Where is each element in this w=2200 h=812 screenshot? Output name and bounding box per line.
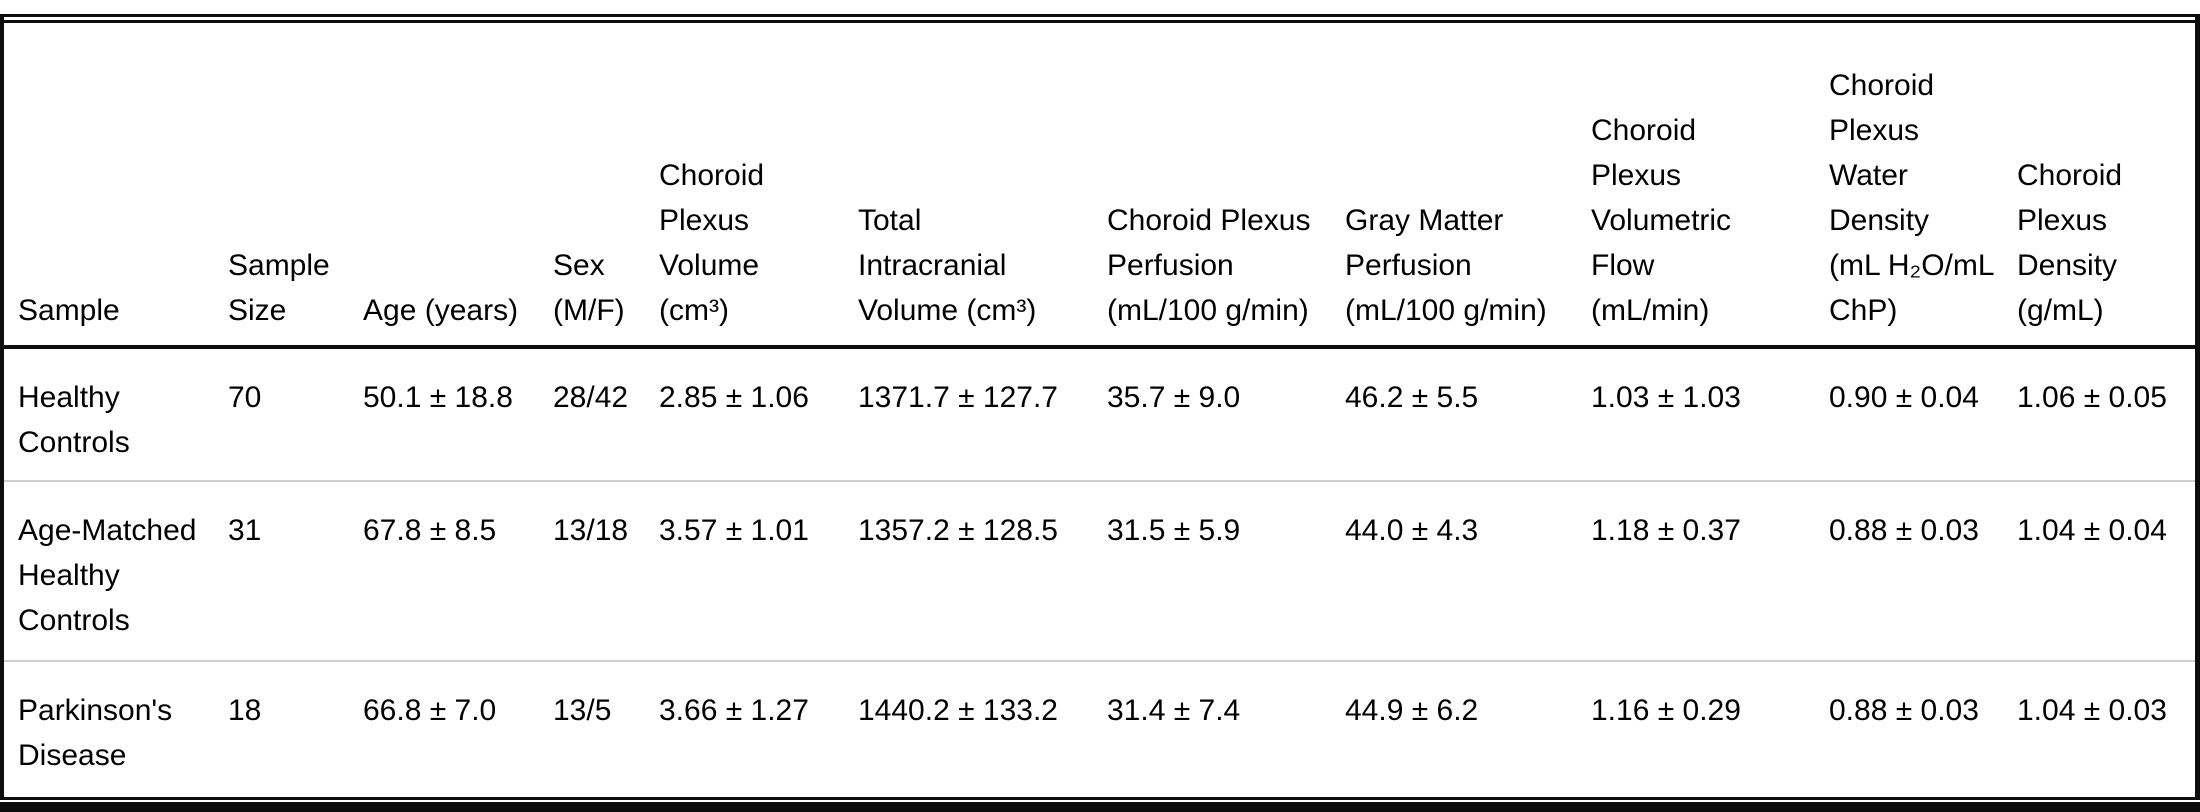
cell-choroid-plexus-density: 1.06 ± 0.05 (2017, 347, 2195, 482)
cell-total-intracranial-volume: 1371.7 ± 127.7 (858, 347, 1107, 482)
table-left-border (0, 14, 4, 800)
cell-choroid-plexus-volumetric-flow: 1.18 ± 0.37 (1591, 481, 1829, 662)
cell-age: 66.8 ± 7.0 (363, 694, 497, 727)
cell-gray-matter-perfusion: 44.9 ± 6.2 (1345, 694, 1479, 727)
cell-sex: 13/18 (553, 481, 659, 662)
cell-sex: 28/42 (553, 347, 659, 482)
table-top-border-outer (0, 14, 2200, 17)
column-header-choroid-plexus-density: Choroid Plexus Density (g/mL) (2017, 23, 2195, 349)
column-header-choroid-plexus-water-density: Choroid Plexus Water Density (mL H₂O/mL … (1829, 23, 2017, 349)
cell-total-intracranial-volume: 1357.2 ± 128.5 (858, 481, 1107, 662)
cell-sample: Healthy Controls (4, 347, 228, 482)
column-header-age: Age (years) (363, 23, 553, 349)
cell-sample-size: 70 (228, 347, 363, 482)
cell-sample-size: 31 (228, 481, 363, 662)
cell-age: 67.8 ± 8.5 (363, 481, 553, 662)
table-bottom-border-outer (0, 802, 2200, 812)
table-right-border (2195, 14, 2200, 800)
cell-choroid-plexus-density: 1.04 ± 0.03 (2017, 694, 2167, 727)
column-header-choroid-plexus-volumetric-flow: Choroid Plexus Volumetric Flow (mL/min) (1591, 23, 1829, 349)
table-row-age-matched-healthy-controls: Age-Matched Healthy Controls 31 67.8 ± 8… (4, 481, 2195, 662)
table-row-parkinsons-disease: Parkinson's Disease 18 66.8 ± 7.0 13/5 3… (4, 661, 2195, 797)
cell-choroid-plexus-volume: 3.66 ± 1.27 (659, 694, 809, 727)
sample-demographics-table: Sample Sample Size Age (years) Sex (M/F)… (4, 23, 2195, 797)
cell-choroid-plexus-perfusion: 31.5 ± 5.9 (1107, 481, 1345, 662)
cell-choroid-plexus-perfusion: 31.4 ± 7.4 (1107, 694, 1241, 727)
cell-gray-matter-perfusion: 46.2 ± 5.5 (1345, 347, 1591, 482)
column-header-choroid-plexus-volume: Choroid Plexus Volume (cm³) (659, 23, 858, 349)
cell-choroid-plexus-water-density: 0.90 ± 0.04 (1829, 347, 2017, 482)
cell-choroid-plexus-perfusion: 35.7 ± 9.0 (1107, 347, 1345, 482)
table-area: Sample Sample Size Age (years) Sex (M/F)… (4, 23, 2195, 797)
table-row-healthy-controls: Healthy Controls 70 50.1 ± 18.8 28/42 2.… (4, 347, 2195, 482)
column-header-sample: Sample (4, 23, 228, 349)
column-header-total-intracranial-volume: Total Intracranial Volume (cm³) (858, 23, 1107, 349)
cell-choroid-plexus-water-density: 0.88 ± 0.03 (1829, 481, 2017, 662)
cell-sex: 13/5 (553, 694, 612, 727)
cell-sample: Parkinson's Disease (18, 694, 173, 772)
cell-total-intracranial-volume: 1440.2 ± 133.2 (858, 694, 1058, 727)
cell-sample: Age-Matched Healthy Controls (4, 481, 228, 662)
table-top-border-inner (0, 20, 2200, 23)
column-header-choroid-plexus-perfusion: Choroid Plexus Perfusion (mL/100 g/min) (1107, 23, 1345, 349)
cell-choroid-plexus-volume: 2.85 ± 1.06 (659, 347, 858, 482)
cell-choroid-plexus-water-density: 0.88 ± 0.03 (1829, 694, 1979, 727)
column-header-gray-matter-perfusion: Gray Matter Perfusion (mL/100 g/min) (1345, 23, 1591, 349)
column-header-sample-size: Sample Size (228, 23, 363, 349)
cell-sample-size: 18 (228, 694, 262, 727)
cell-gray-matter-perfusion: 44.0 ± 4.3 (1345, 481, 1591, 662)
cell-choroid-plexus-volumetric-flow: 1.03 ± 1.03 (1591, 347, 1829, 482)
cell-choroid-plexus-density: 1.04 ± 0.04 (2017, 481, 2195, 662)
cell-age: 50.1 ± 18.8 (363, 347, 553, 482)
table-bottom-border-inner (0, 797, 2200, 800)
cell-choroid-plexus-volumetric-flow: 1.16 ± 0.29 (1591, 694, 1741, 727)
cell-choroid-plexus-volume: 3.57 ± 1.01 (659, 481, 858, 662)
header-row: Sample Sample Size Age (years) Sex (M/F)… (4, 23, 2195, 349)
column-header-sex: Sex (M/F) (553, 23, 659, 349)
